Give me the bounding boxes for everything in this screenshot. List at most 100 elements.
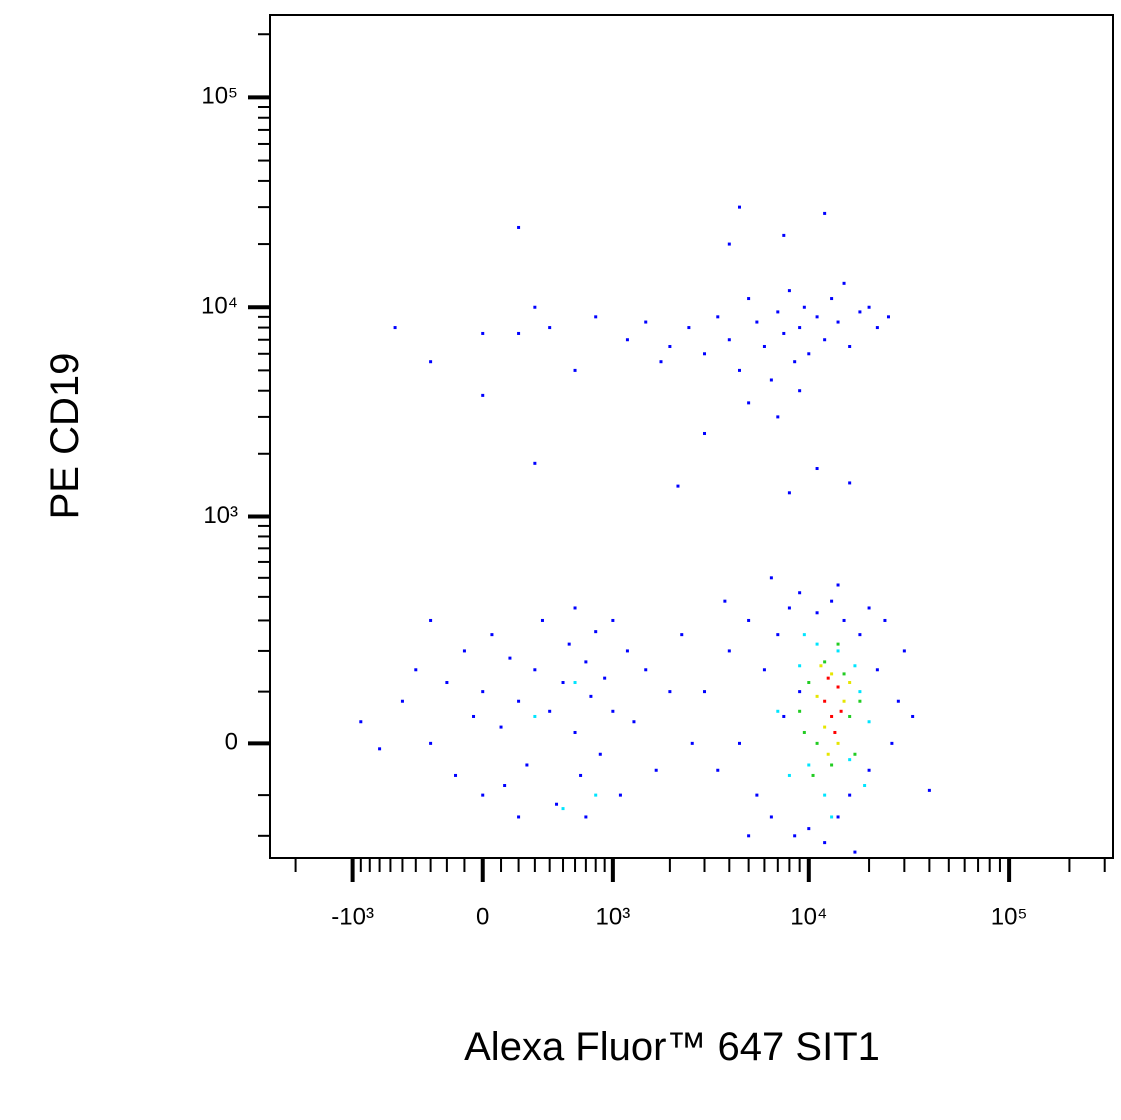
y-tick-label: 10⁴ bbox=[201, 293, 238, 320]
point bbox=[853, 752, 857, 756]
point bbox=[481, 690, 485, 694]
point bbox=[716, 315, 720, 319]
point bbox=[807, 352, 811, 356]
point bbox=[594, 315, 598, 319]
plot-frame bbox=[269, 14, 1114, 859]
point bbox=[776, 310, 780, 314]
point bbox=[625, 649, 629, 653]
x-tick-label: 10⁵ bbox=[991, 903, 1028, 930]
x-tick-label: 10⁴ bbox=[790, 903, 827, 930]
point bbox=[727, 649, 731, 653]
point bbox=[902, 649, 906, 653]
point bbox=[668, 344, 672, 348]
point bbox=[830, 599, 834, 603]
point bbox=[867, 606, 871, 610]
x-tick-label: 0 bbox=[476, 903, 489, 930]
point bbox=[378, 747, 382, 751]
point bbox=[793, 360, 797, 364]
point bbox=[561, 807, 565, 811]
point bbox=[584, 660, 588, 664]
point bbox=[517, 699, 521, 703]
point bbox=[540, 618, 544, 622]
point bbox=[769, 815, 773, 819]
point bbox=[445, 681, 449, 685]
point bbox=[815, 315, 819, 319]
point bbox=[414, 668, 418, 672]
point bbox=[727, 338, 731, 342]
point bbox=[848, 793, 852, 797]
point bbox=[853, 664, 857, 668]
point bbox=[690, 741, 694, 745]
y-axis-label: PE CD19 bbox=[43, 353, 87, 520]
point bbox=[798, 326, 802, 330]
point bbox=[508, 656, 512, 660]
point bbox=[836, 320, 840, 324]
point bbox=[782, 233, 786, 237]
point bbox=[875, 668, 879, 672]
point bbox=[776, 709, 780, 713]
point bbox=[863, 784, 867, 788]
point bbox=[802, 730, 806, 734]
point bbox=[858, 310, 862, 314]
point bbox=[517, 331, 521, 335]
point bbox=[561, 681, 565, 685]
point bbox=[836, 642, 840, 646]
point bbox=[798, 664, 802, 668]
point bbox=[737, 368, 741, 372]
point bbox=[533, 714, 537, 718]
point bbox=[755, 320, 759, 324]
point bbox=[454, 773, 458, 777]
point bbox=[848, 714, 852, 718]
point bbox=[798, 591, 802, 595]
point bbox=[762, 344, 766, 348]
point bbox=[807, 763, 811, 767]
point bbox=[573, 730, 577, 734]
point bbox=[823, 699, 827, 703]
point bbox=[659, 360, 663, 364]
y-tick-label: 10⁵ bbox=[201, 83, 238, 110]
point bbox=[842, 699, 846, 703]
point bbox=[747, 618, 751, 622]
point bbox=[833, 730, 837, 734]
point bbox=[611, 709, 615, 713]
point bbox=[811, 773, 815, 777]
point bbox=[830, 672, 834, 676]
point bbox=[429, 741, 433, 745]
point bbox=[490, 633, 494, 637]
point bbox=[836, 741, 840, 745]
point bbox=[867, 305, 871, 309]
point bbox=[769, 576, 773, 580]
point bbox=[793, 834, 797, 838]
point bbox=[826, 676, 830, 680]
point bbox=[589, 694, 593, 698]
point bbox=[727, 242, 731, 246]
point bbox=[911, 714, 915, 718]
point bbox=[517, 225, 521, 229]
point bbox=[858, 633, 862, 637]
point bbox=[875, 326, 879, 330]
point bbox=[755, 793, 759, 797]
point bbox=[830, 297, 834, 301]
point bbox=[823, 338, 827, 342]
point bbox=[830, 763, 834, 767]
point bbox=[632, 720, 636, 724]
point bbox=[598, 752, 602, 756]
point bbox=[573, 681, 577, 685]
point bbox=[481, 331, 485, 335]
point bbox=[842, 672, 846, 676]
point bbox=[481, 393, 485, 397]
point bbox=[533, 305, 537, 309]
point bbox=[883, 618, 887, 622]
point bbox=[533, 461, 537, 465]
point bbox=[654, 768, 658, 772]
point bbox=[429, 618, 433, 622]
points bbox=[359, 205, 931, 854]
point bbox=[481, 793, 485, 797]
point bbox=[886, 315, 890, 319]
point bbox=[798, 709, 802, 713]
point bbox=[603, 676, 607, 680]
point bbox=[737, 741, 741, 745]
point bbox=[782, 331, 786, 335]
